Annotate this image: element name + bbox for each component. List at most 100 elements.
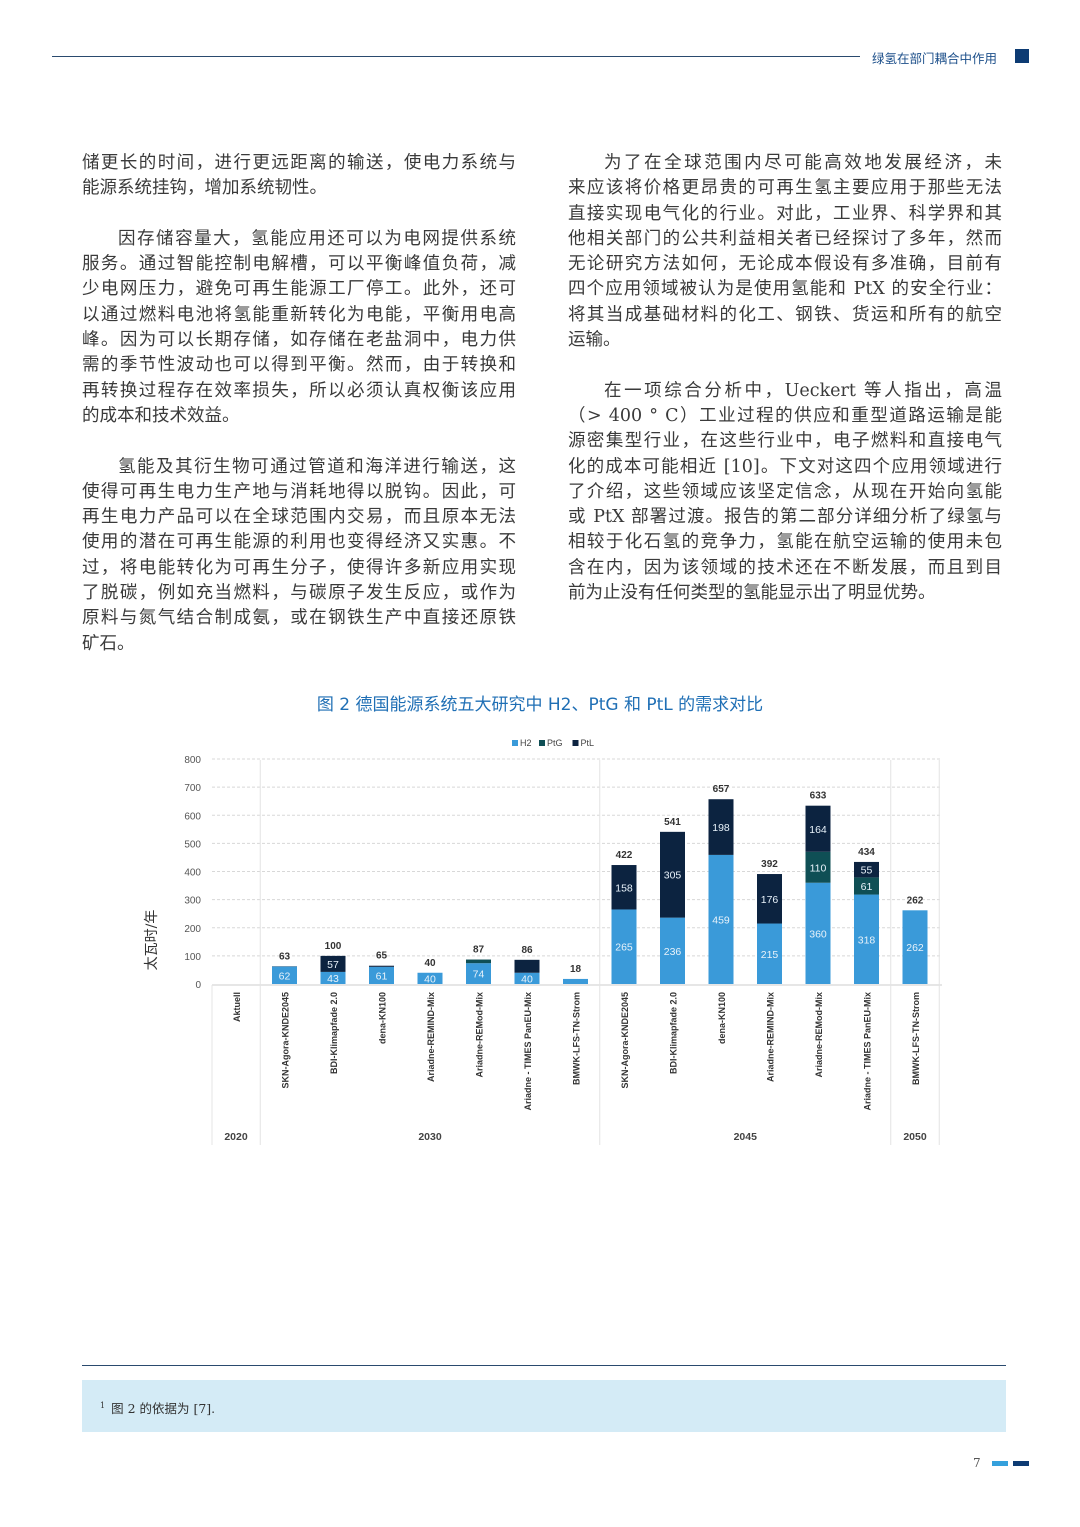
text-line: 他相关部门的公共利益相关者已经探讨了多年，然而 — [568, 228, 1002, 249]
text-line: 能源系统挂钩，增加系统韧性。 — [82, 178, 327, 199]
bar-segment-ptl — [320, 955, 346, 972]
text-line: 过，将电能转化为可再生分子，使得许多新应用实现 — [82, 557, 516, 578]
text-line: 服务。通过智能控制电解槽，可以平衡峰值负荷，减 — [82, 254, 516, 275]
segment-label: 43 — [327, 973, 339, 985]
bar-segment-h2 — [660, 917, 685, 984]
segment-label: 318 — [858, 934, 876, 946]
total-label: 657 — [713, 784, 730, 795]
bar-segment-ptl — [708, 799, 734, 855]
text-line: 使用的潜在可再生能源的利用也变得经济又实惠。不 — [82, 532, 516, 553]
legend-label: PtG — [547, 738, 563, 748]
text-line: 来应该将价格更昂贵的可再生氢主要应用于那些无法 — [568, 178, 1002, 199]
text-line: 峰。因为可以长期存储，如存储在老盐洞中，电力供 — [82, 330, 516, 351]
y-tick-label: 200 — [184, 924, 201, 935]
footnote-rule — [82, 1365, 1006, 1366]
bar-segment-h2 — [563, 978, 588, 984]
text-line: 将其当成基础材料的化工、钢铁、货运和所有的航空 — [568, 304, 1002, 325]
text-line: 化的成本可能相近 [10]。下文对这四个应用领域进行 — [568, 456, 1002, 477]
segment-label: 164 — [809, 824, 827, 836]
legend-swatch-ptg — [539, 740, 545, 746]
segment-label: 55 — [861, 865, 873, 877]
total-label: 87 — [473, 945, 485, 956]
segment-label: 158 — [615, 882, 633, 894]
text-line: 再转换过程存在效率损失，所以必须认真权衡该应用 — [82, 380, 516, 401]
y-tick-label: 500 — [184, 839, 201, 850]
bar-segment-h2 — [611, 909, 637, 984]
text-line: 源密集型行业，在这些行业中，电子燃料和直接电气 — [568, 431, 1002, 452]
segment-label: 262 — [906, 942, 924, 954]
y-tick-label: 800 — [184, 755, 201, 766]
bar-segment-ptl — [611, 865, 637, 910]
text-line: 少电网压力，避免可再生能源工厂停工。此外，还可 — [82, 279, 516, 300]
text-line: 以通过燃料电池将氢能重新转化为电能，平衡用电高 — [82, 304, 516, 325]
x-tick-label: Ariadne-REMIND-Mix — [426, 992, 436, 1082]
x-tick-label: SKN-Agora-KNDE2045 — [281, 992, 291, 1089]
text-line: 需的季节性波动也可以得到平衡。然而，由于转换和 — [82, 355, 516, 376]
total-label: 100 — [325, 941, 342, 952]
total-label: 63 — [279, 951, 291, 962]
group-label: 2045 — [734, 1131, 758, 1143]
total-label: 633 — [810, 791, 827, 802]
x-tick-label: BMWK-LFS-TN-Strom — [572, 992, 582, 1085]
text-line: 氢能及其衍生物可通过管道和海洋进行输送，这 — [118, 456, 516, 477]
bar-segment-h2 — [902, 910, 928, 984]
total-label: 86 — [521, 945, 533, 956]
text-line: 了介绍，这些领域应该坚定信念，从现在开始向氢能 — [568, 481, 1002, 502]
text-line: 储更长的时间，进行更远距离的输送，使电力系统与 — [82, 153, 516, 173]
page-bar-dark — [1013, 1461, 1029, 1466]
paragraph: 为了在全球范围内尽可能高效地发展经济，未 来应该将价格更昂贵的可再生氢主要应用于那… — [568, 151, 1002, 353]
x-tick-label: BDI-Klimapfade 2.0 — [329, 992, 339, 1074]
paragraph: 在一项综合分析中，Ueckert 等人指出，高温 （> 400 ° C）工业过程的… — [568, 379, 1002, 607]
text-line: 的成本和技术效益。 — [82, 405, 240, 426]
segment-label: 459 — [712, 914, 730, 926]
total-label: 18 — [570, 964, 582, 975]
text-line: （> 400 ° C）工业过程的供应和重型道路运输是能 — [568, 405, 1002, 426]
x-tick-label: Ariadne-REMIND-Mix — [766, 992, 776, 1082]
segment-label: 198 — [712, 822, 730, 834]
segment-label: 215 — [761, 949, 779, 961]
legend-swatch-h2 — [512, 740, 518, 746]
x-tick-label: dena-KN100 — [378, 992, 388, 1044]
y-tick-label: 0 — [195, 980, 201, 991]
text-line: 原料与氮气结合制成氨，或在钢铁生产中直接还原铁 — [82, 608, 516, 629]
text-line: 再生电力产品可以在全球范围内交易，而且原本无法 — [82, 507, 516, 528]
bar-segment-ptl — [660, 831, 685, 918]
text-line: 矿石。 — [82, 633, 135, 654]
total-label: 541 — [664, 817, 681, 828]
text-line: 相较于化石氢的竞争力，氢能在航空运输的使用未包 — [568, 532, 1002, 553]
bar-segment-h2 — [272, 966, 297, 984]
header-square-mark — [1015, 49, 1029, 63]
segment-label: 62 — [279, 970, 291, 982]
right-column: 为了在全球范围内尽可能高效地发展经济，未 来应该将价格更昂贵的可再生氢主要应用于那… — [568, 151, 1002, 632]
segment-label: 40 — [424, 973, 436, 985]
bar-segment-h2 — [757, 923, 782, 984]
y-tick-label: 300 — [184, 896, 201, 907]
page-number: 7 — [973, 1456, 981, 1470]
bar-segment-ptg — [805, 851, 831, 883]
bar-segment-h2 — [466, 963, 491, 984]
segment-label: 236 — [664, 946, 682, 958]
x-tick-label: Ariadne-REMod-Mix — [814, 992, 824, 1078]
legend-label: PtL — [581, 738, 595, 748]
total-label: 392 — [761, 859, 778, 870]
segment-label: 176 — [761, 894, 779, 906]
total-label: 422 — [616, 850, 633, 861]
x-tick-label: BMWK-LFS-TN-Strom — [911, 992, 921, 1085]
bar-segment-h2 — [514, 972, 540, 984]
bar-segment-ptl — [805, 805, 831, 852]
segment-label: 61 — [861, 881, 873, 893]
text-line: 含在内，因为该领域的技术还在不断发展，而且到目 — [568, 557, 1002, 578]
footnote-text: 图 2 的依据为 [7]. — [111, 1401, 216, 1416]
total-label: 65 — [376, 951, 388, 962]
total-label: 434 — [858, 847, 875, 858]
x-tick-label: dena-KN100 — [717, 992, 727, 1044]
stacked-bar-chart: 0 100 200 300 400 500 600 700 800 太瓦时/年 H2 PtG PtL 20… — [144, 738, 942, 1145]
segment-label: 360 — [809, 928, 827, 940]
text-line: 四个应用领域被认为是使用氢能和 PtX 的安全行业： — [568, 279, 1002, 300]
bar-segment-ptl — [369, 965, 394, 967]
y-tick-label: 400 — [184, 868, 201, 879]
segment-label: 110 — [810, 862, 827, 874]
text-line: 直接实现电气化的行业。对此，工业界、科学界和其 — [568, 203, 1002, 224]
text-line: 使得可再生电力生产地与消耗地得以脱钩。因此，可 — [82, 481, 516, 502]
footnote-marker: 1 — [100, 1400, 106, 1410]
